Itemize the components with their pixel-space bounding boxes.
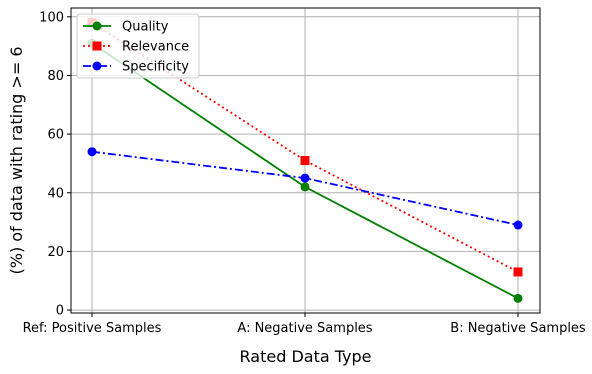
x-tick-label: B: Negative Samples — [450, 321, 586, 336]
x-tick-label: Ref: Positive Samples — [23, 321, 162, 336]
y-tick-label: 40 — [47, 186, 64, 201]
y-tick-label: 100 — [39, 10, 64, 25]
data-point-specificity — [513, 220, 523, 230]
legend: Quality Relevance Specificity — [76, 13, 200, 79]
data-point-specificity — [87, 147, 97, 157]
legend-marker-specificity — [92, 61, 102, 71]
data-point-specificity — [300, 173, 310, 183]
y-tick-label: 20 — [47, 245, 64, 260]
y-tick-label: 60 — [47, 128, 64, 143]
legend-marker-relevance — [92, 41, 102, 51]
ticks: 0 20 40 60 80 100 Ref: Positive Samples A: Nega… — [23, 10, 586, 336]
y-tick-label: 80 — [47, 69, 64, 84]
y-axis-label: (%) of data with rating >= 6 — [7, 47, 26, 275]
legend-box — [76, 13, 200, 79]
data-point-quality — [513, 293, 523, 303]
x-axis-label: Rated Data Type — [240, 347, 372, 366]
data-point-quality — [300, 182, 310, 192]
data-point-relevance — [513, 267, 523, 277]
x-tick-label: A: Negative Samples — [237, 321, 372, 336]
legend-label-quality: Quality — [122, 20, 169, 35]
legend-marker-quality — [92, 21, 102, 31]
legend-label-relevance: Relevance — [122, 40, 189, 55]
legend-label-specificity: Specificity — [122, 60, 189, 75]
y-tick-label: 0 — [56, 304, 64, 319]
data-point-relevance — [300, 156, 310, 165]
